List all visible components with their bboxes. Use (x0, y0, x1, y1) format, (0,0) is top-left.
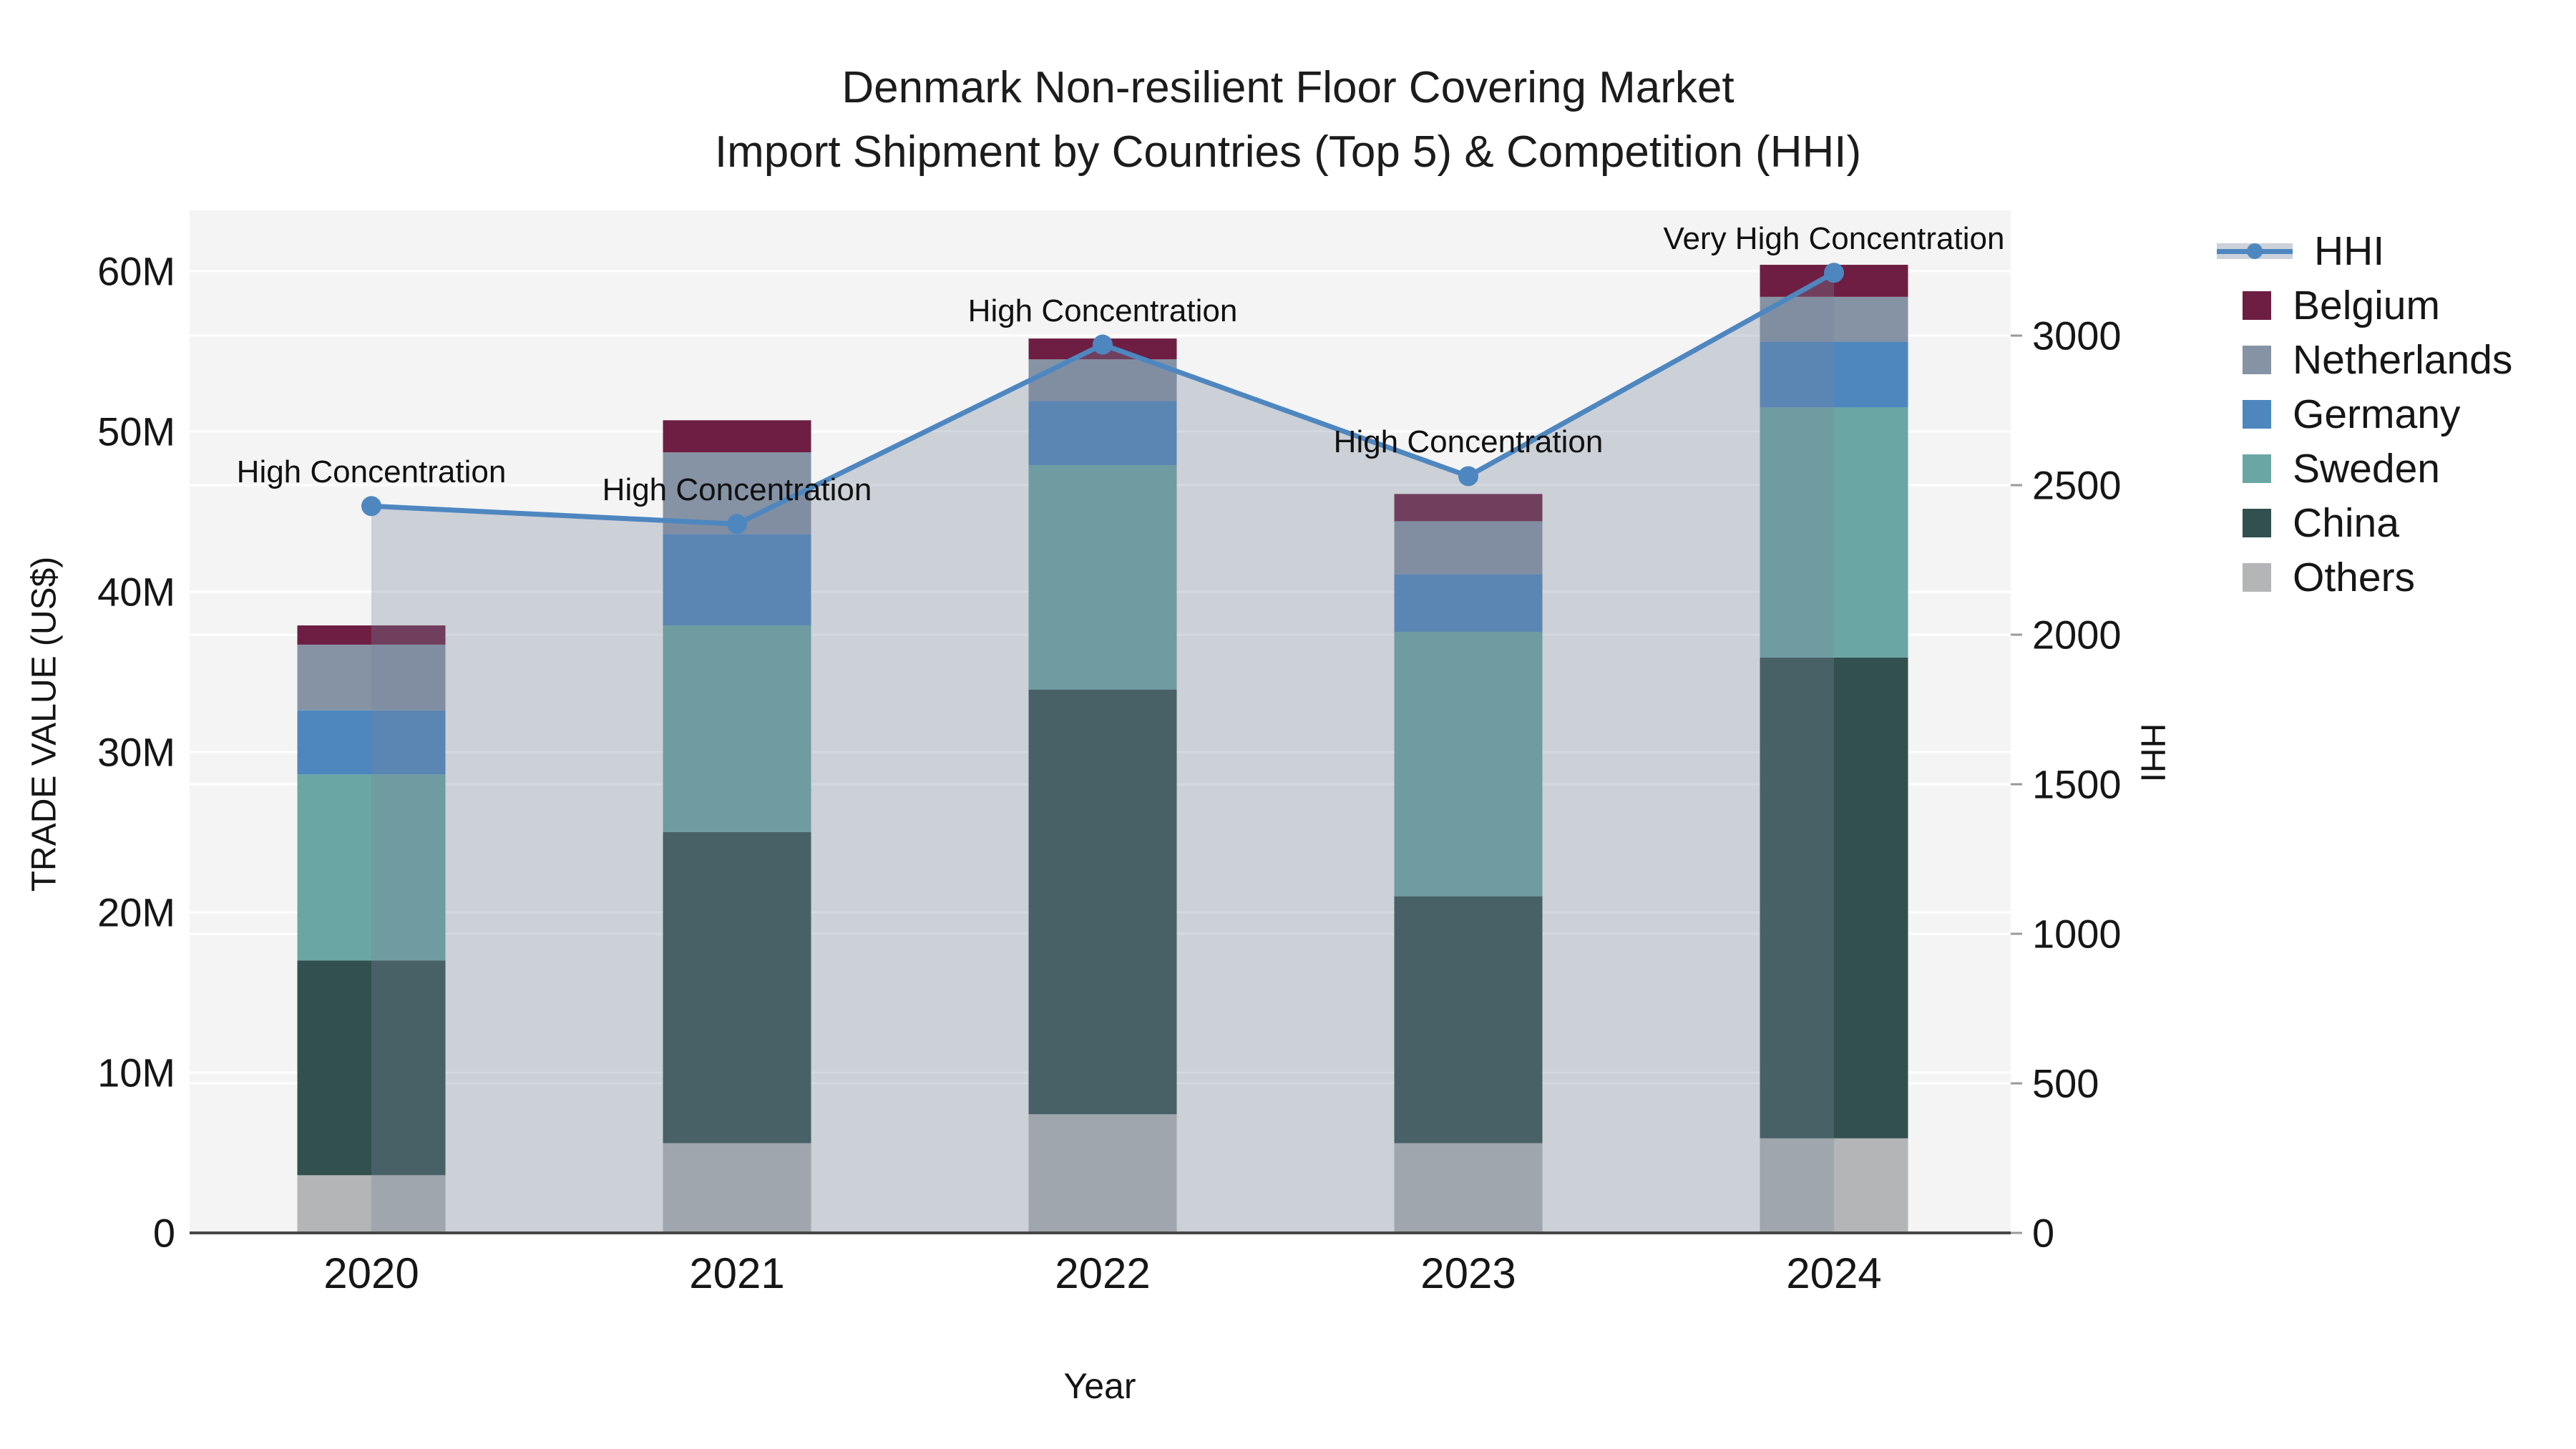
bar-segment-2023-belgium[interactable] (1394, 494, 1543, 522)
y-left-tick-50M: 50M (97, 409, 175, 454)
bar-segment-2022-others[interactable] (1028, 1114, 1177, 1233)
bar-segment-2023-china[interactable] (1394, 896, 1543, 1143)
legend-label-netherlands: Netherlands (2293, 336, 2513, 383)
bar-segment-2021-others[interactable] (663, 1143, 811, 1233)
bar-segment-2022-sweden[interactable] (1028, 465, 1177, 690)
legend-label-china: China (2293, 499, 2399, 546)
bar-segment-2023-others[interactable] (1394, 1143, 1543, 1233)
hhi-marker-2022[interactable] (1093, 334, 1113, 355)
y-right-tick-2000: 2000 (2032, 612, 2122, 658)
bar-segment-2023-netherlands[interactable] (1394, 521, 1543, 575)
bar-segment-2020-netherlands[interactable] (297, 644, 446, 711)
hhi-marker-2023[interactable] (1458, 466, 1478, 487)
legend-label-sweden: Sweden (2293, 445, 2440, 492)
legend-item-netherlands[interactable]: Netherlands (2217, 337, 2512, 383)
legend-swatch-icon-sweden (2243, 454, 2271, 483)
y-right-tick-0: 0 (2032, 1210, 2055, 1256)
annotation-2021: High Concentration (602, 472, 872, 508)
hhi-marker-2024[interactable] (1824, 263, 1844, 283)
annotation-2024: Very High Concentration (1663, 221, 2005, 257)
x-tick-2023: 2023 (1420, 1249, 1516, 1297)
y-axis-left-title: TRADE VALUE (US$) (25, 556, 64, 892)
bar-segment-2023-germany[interactable] (1394, 574, 1543, 632)
bar-segment-2024-sweden[interactable] (1760, 407, 1908, 658)
hhi-area-fill (371, 273, 1834, 1234)
annotation-2023: High Concentration (1333, 424, 1604, 460)
legend-item-germany[interactable]: Germany (2217, 391, 2512, 437)
bar-segment-2020-sweden[interactable] (297, 774, 446, 961)
legend-item-china[interactable]: China (2217, 500, 2512, 546)
bar-segment-2020-belgium[interactable] (297, 625, 446, 645)
chart-title: Denmark Non-resilient Floor Covering Mar… (0, 56, 2576, 185)
y-axis-right-title: HHI (2133, 723, 2172, 783)
legend-item-belgium[interactable]: Belgium (2217, 283, 2512, 328)
legend-label-others: Others (2293, 554, 2416, 600)
hhi-line-swatch-icon (2217, 237, 2293, 265)
bar-segment-2024-others[interactable] (1760, 1138, 1908, 1233)
bar-segment-2022-china[interactable] (1028, 689, 1177, 1115)
annotation-2022: High Concentration (967, 293, 1238, 328)
chart-title-line2: Import Shipment by Countries (Top 5) & C… (714, 127, 1862, 177)
x-tick-2021: 2021 (689, 1249, 785, 1297)
bar-segment-2024-netherlands[interactable] (1760, 296, 1908, 342)
legend-label-germany: Germany (2293, 391, 2461, 437)
bar-segment-2021-china[interactable] (663, 832, 811, 1143)
legend-item-hhi[interactable]: HHI (2217, 228, 2512, 274)
x-tick-2022: 2022 (1055, 1249, 1151, 1297)
hhi-marker-2020[interactable] (361, 496, 381, 517)
y-left-tick-0: 0 (152, 1210, 175, 1256)
y-right-tick-500: 500 (2032, 1060, 2099, 1106)
x-axis-title: Year (1063, 1366, 1136, 1406)
y-right-tick-3000: 3000 (2032, 313, 2122, 358)
y-left-tick-20M: 20M (97, 889, 175, 935)
annotation-2020: High Concentration (236, 454, 507, 490)
legend: HHI Belgium Netherlands Germany Sweden China O… (2217, 228, 2512, 614)
y-left-tick-10M: 10M (97, 1050, 175, 1096)
bar-segment-2024-china[interactable] (1760, 657, 1908, 1138)
legend-item-sweden[interactable]: Sweden (2217, 446, 2512, 492)
bar-segment-2020-china[interactable] (297, 960, 446, 1176)
y-left-tick-40M: 40M (97, 569, 175, 615)
bar-segment-2022-germany[interactable] (1028, 401, 1177, 466)
hhi-marker-2021[interactable] (727, 514, 747, 535)
bar-segment-2020-germany[interactable] (297, 710, 446, 775)
bar-segment-2020-others[interactable] (297, 1175, 446, 1233)
legend-swatch-icon-germany (2243, 399, 2271, 429)
legend-swatch-icon-others (2243, 562, 2271, 592)
y-left-tick-60M: 60M (97, 248, 175, 294)
x-tick-2024: 2024 (1786, 1249, 1882, 1297)
bar-segment-2023-sweden[interactable] (1394, 632, 1543, 897)
bar-segment-2021-germany[interactable] (663, 534, 811, 626)
x-tick-2020: 2020 (323, 1249, 419, 1297)
y-left-tick-30M: 30M (97, 729, 175, 775)
legend-item-others[interactable]: Others (2217, 555, 2512, 600)
legend-swatch-icon-belgium (2243, 291, 2271, 320)
y-right-tick-1000: 1000 (2032, 911, 2122, 957)
legend-label-belgium: Belgium (2293, 282, 2440, 328)
bar-segment-2024-germany[interactable] (1760, 341, 1908, 408)
bar-segment-2021-belgium[interactable] (663, 420, 811, 453)
legend-swatch-icon-netherlands (2243, 345, 2271, 374)
legend-swatch-icon-china (2243, 508, 2271, 537)
y-right-tick-2500: 2500 (2032, 462, 2122, 508)
legend-label-hhi: HHI (2314, 228, 2385, 274)
y-right-tick-1500: 1500 (2032, 761, 2122, 807)
chart-title-line1: Denmark Non-resilient Floor Covering Mar… (841, 63, 1735, 112)
bar-segment-2021-sweden[interactable] (663, 625, 811, 832)
